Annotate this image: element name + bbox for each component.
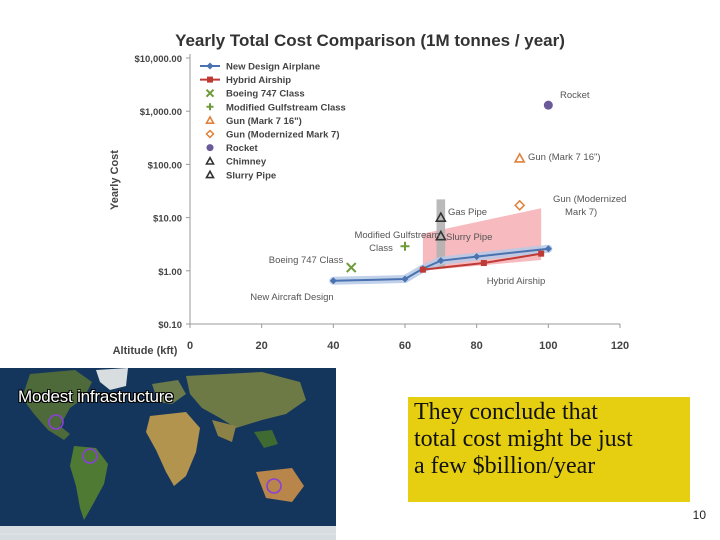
callout-line-3: a few $billion/year [414,453,596,479]
legend-label-0: New Design Airplane [226,62,320,73]
legend-marker-8 [205,169,215,179]
airplane-point [437,257,445,265]
point-gun-mark-7-16 [513,152,526,163]
x-tick-label: 60 [399,340,411,352]
y-tick-label: $10,000.00 [134,54,182,65]
y-tick-label: $0.10 [158,320,182,331]
site-marker [82,448,98,464]
y-tick-label: $100.00 [148,160,182,171]
x-tick-label: 40 [327,340,339,352]
x-tick-label: 0 [187,340,193,352]
callout-line-2: total cost might be just [414,426,633,452]
point-chimney [434,211,447,222]
point-slurry-pipe [434,229,447,241]
chart-title: Yearly Total Cost Comparison (1M tonnes … [175,31,565,50]
legend-label-2: Boeing 747 Class [226,89,305,100]
airplane-point [473,253,481,261]
slide-number: 10 [692,508,706,522]
airship-point [480,260,487,267]
x-tick-label: 100 [539,340,557,352]
annotation-new-aircraft-design: New Aircraft Design [250,292,333,303]
annotation-hybrid-airship: Hybrid Airship [487,276,546,287]
airplane-point [401,275,409,283]
legend-label-6: Rocket [226,143,259,154]
x-tick-label: 120 [611,340,629,352]
legend-marker-7 [205,156,215,165]
annotation-modified-gulfstream: Modified Gulfstream [354,230,439,241]
annotation-gun-mark-7-16: Gun (Mark 7 16") [528,152,601,163]
legend-box [196,58,354,186]
x-tick-label: 20 [256,340,268,352]
legend-marker-5 [205,129,215,139]
legend-marker-1 [207,76,213,83]
cost-chart: Yearly Total Cost Comparison (1M tonnes … [109,31,629,357]
callout-line-1: They conclude that [414,399,598,425]
airplane-point [544,245,552,253]
world-map-image [0,368,336,540]
annotation-class: Class [369,243,393,254]
conclusion-callout: They conclude that total cost might be j… [408,397,690,502]
legend-label-5: Gun (Modernized Mark 7) [226,130,339,141]
legend-label-1: Hybrid Airship [226,75,291,86]
world-map [0,368,336,540]
legend-label-4: Gun (Mark 7 16") [226,116,302,127]
airplane-series-line [333,247,549,282]
site-marker [266,478,282,494]
legend-marker-3 [206,103,214,111]
x-axis-label: Altitude (kft) [113,345,178,357]
annotation-mark-7: Mark 7) [565,207,597,218]
legend-marker-6 [206,144,214,152]
point-modified-gulfstream-class [400,241,410,251]
legend-marker-2 [205,88,215,98]
airship-point [538,250,545,257]
annotation-boeing-747-class: Boeing 747 Class [269,255,344,266]
airship-point [419,266,426,273]
legend-marker-0 [206,62,214,70]
y-tick-label: $1,000.00 [140,107,182,118]
point-gun-modernized-mark-7 [514,199,526,211]
y-tick-label: $10.00 [153,214,182,225]
airplane-point [329,277,337,285]
map-caption: Modest infrastructure [18,387,174,406]
point-boeing-747-class [346,262,357,273]
annotation-gun-modernized: Gun (Modernized [553,194,626,205]
legend-marker-4 [205,115,215,124]
annotation-rocket: Rocket [560,90,590,101]
y-tick-label: $1.00 [158,267,182,278]
pipe-cost-range-bar [436,199,446,269]
y-axis-label: Yearly Cost [109,150,121,210]
site-marker [48,414,64,430]
annotation-gas-pipe: Gas Pipe [448,207,487,218]
x-tick-label: 80 [471,340,483,352]
legend-label-8: Slurry Pipe [226,170,276,181]
legend-label-7: Chimney [226,157,267,168]
point-rocket [543,100,553,110]
annotation-slurry-pipe: Slurry Pipe [446,232,492,243]
legend-label-3: Modified Gulfstream Class [226,102,346,113]
